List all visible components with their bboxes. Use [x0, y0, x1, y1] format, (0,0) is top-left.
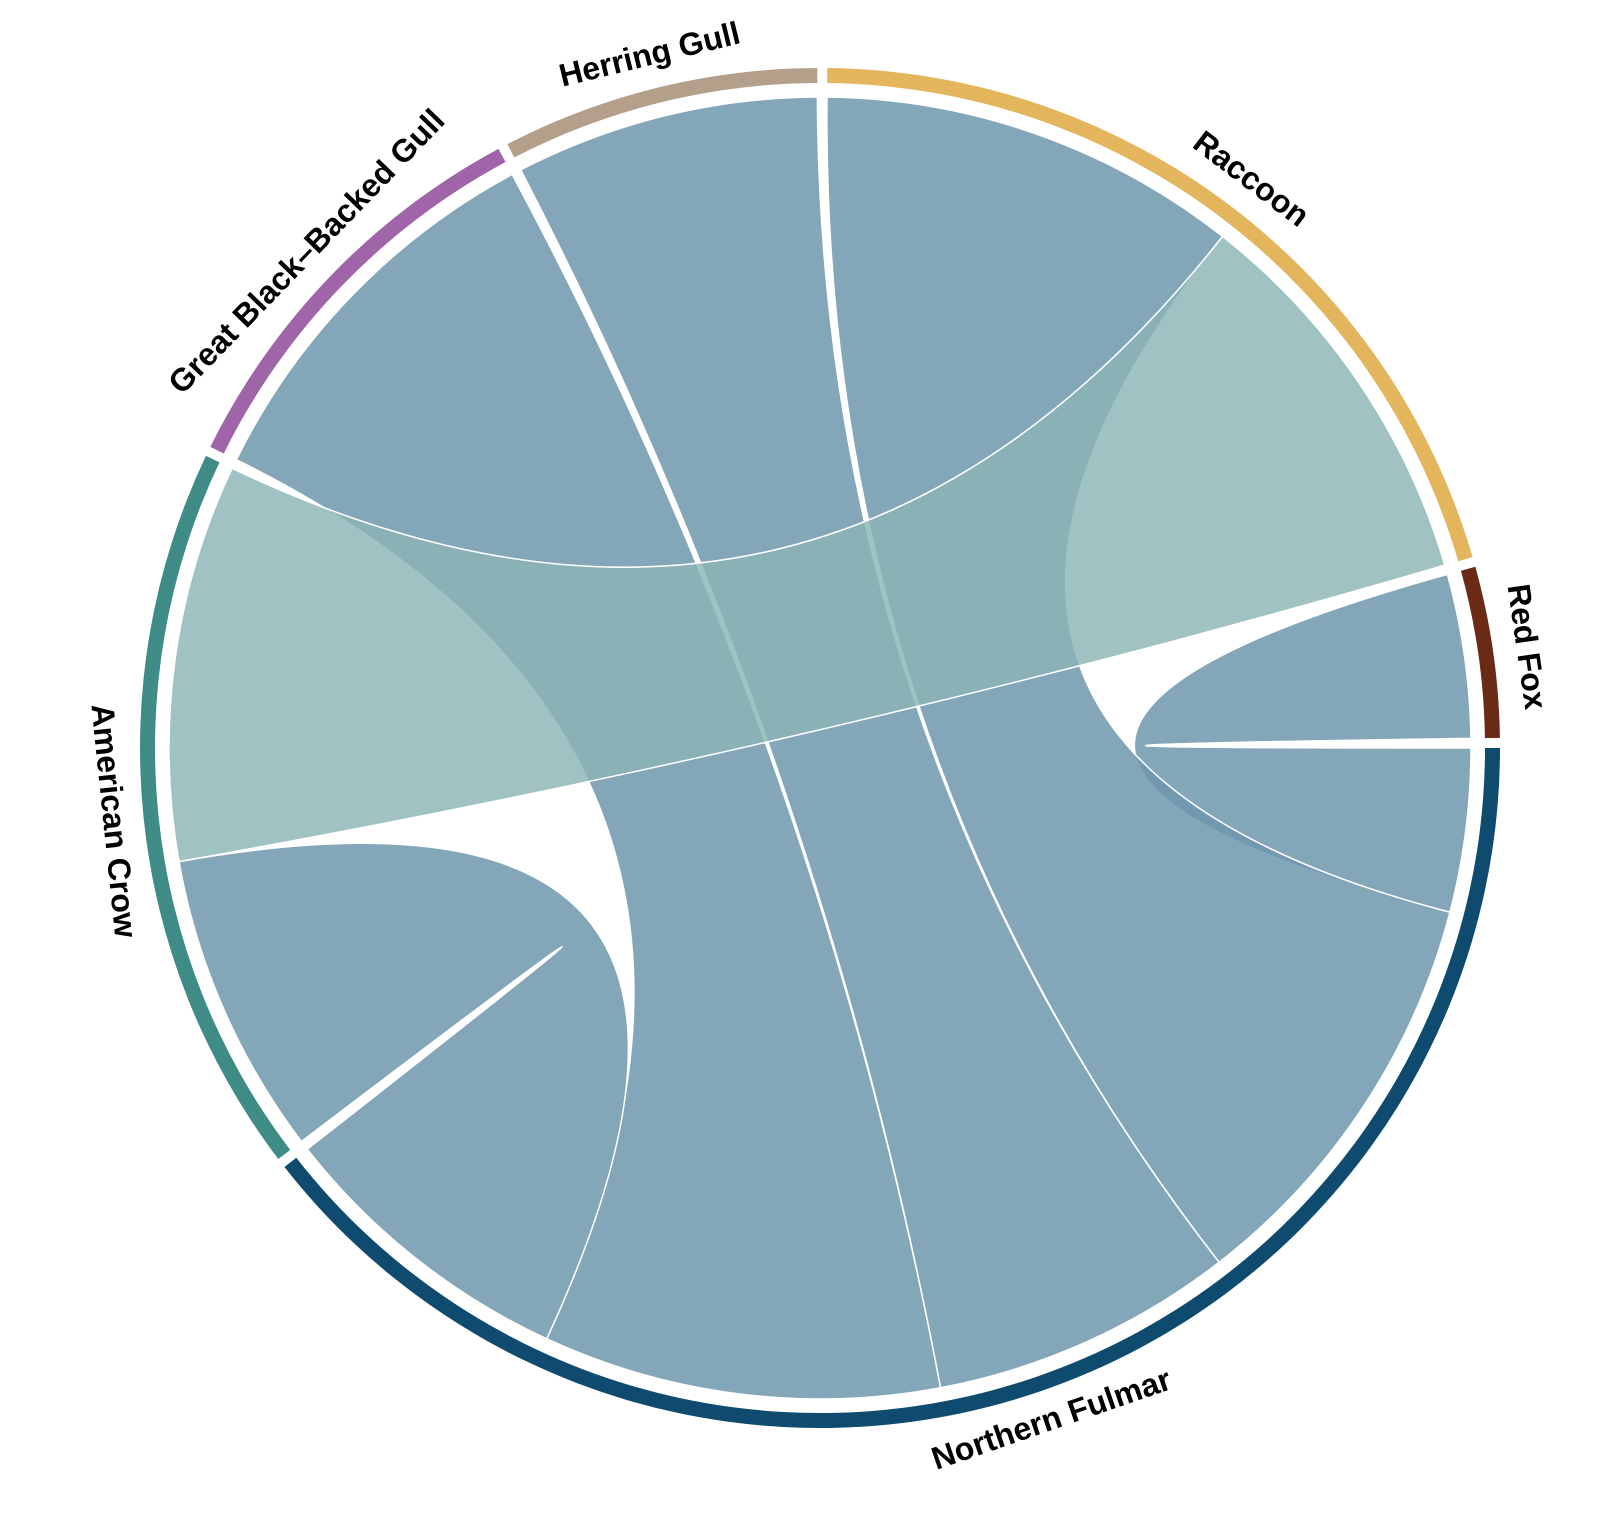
sector-label-american-crow: American Crow [84, 702, 144, 939]
sector-arc-raccoon[interactable] [827, 68, 1473, 562]
link-northern-fulmar-to-american-crow[interactable] [178, 842, 630, 1340]
sector-label-red-fox: Red Fox [1501, 582, 1555, 712]
sector-label-raccoon: Raccoon [1187, 123, 1316, 233]
sector-arc-red-fox[interactable] [1460, 566, 1500, 739]
link-northern-fulmar-to-great-black-backed-gull[interactable] [235, 173, 942, 1400]
sector-arc-herring-gull[interactable] [507, 68, 818, 158]
sector-arcs-layer [139, 68, 1501, 1428]
links-layer [168, 96, 1472, 1400]
link-american-crow-to-raccoon[interactable] [168, 235, 1446, 863]
